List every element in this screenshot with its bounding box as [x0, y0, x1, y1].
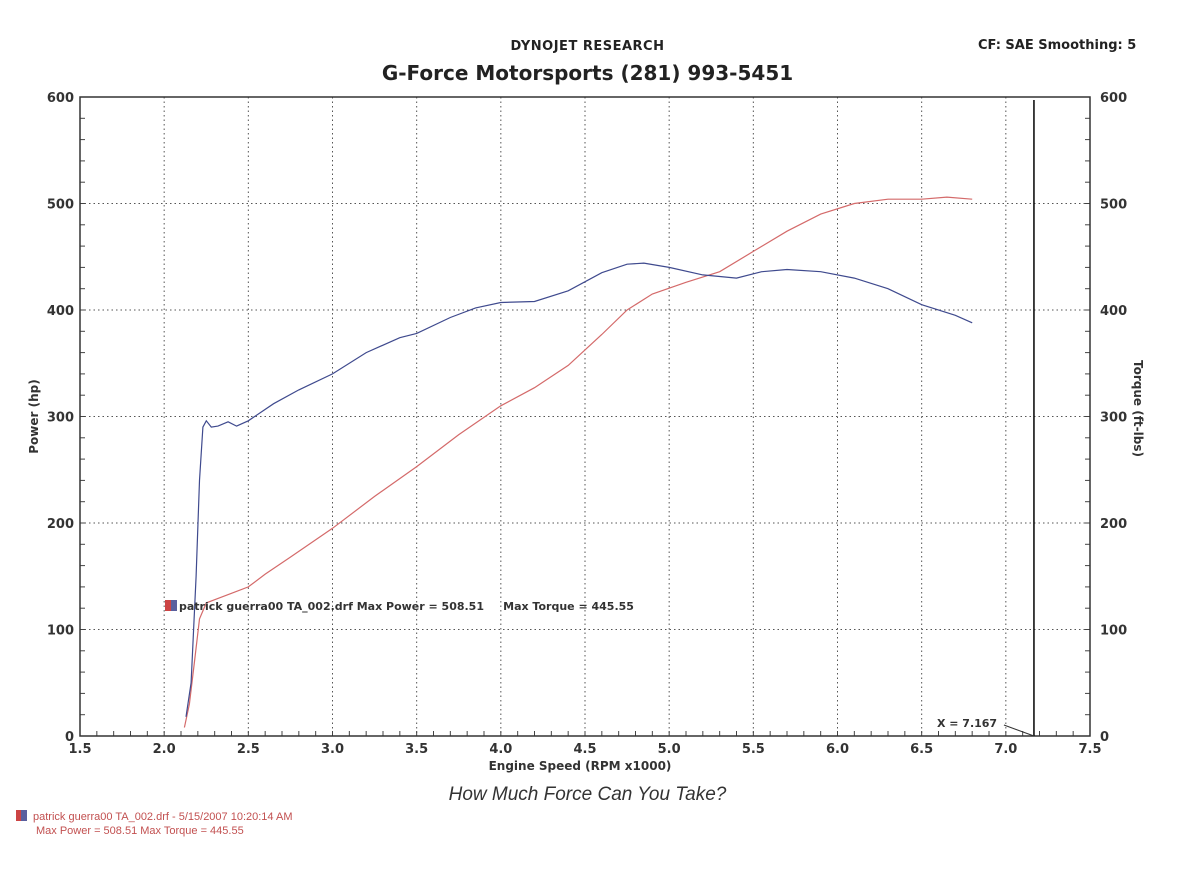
y-tick-label: 300 — [47, 411, 74, 426]
y-tick-label: 400 — [47, 304, 74, 319]
torque-curve — [186, 263, 972, 717]
y2-axis-title: Torque (ft-lbs) — [1131, 360, 1145, 457]
grid-lines — [80, 97, 1090, 736]
power-curve — [184, 197, 972, 727]
y-tick-label: 500 — [47, 198, 74, 213]
run-file-info: patrick guerra00 TA_002.drf - 5/15/2007 … — [33, 811, 292, 823]
x-tick-label: 7.5 — [1078, 742, 1101, 757]
run-info: patrick guerra00 TA_002.drf - 5/15/2007 … — [16, 810, 292, 838]
x-axis-title: Engine Speed (RPM x1000) — [489, 759, 672, 773]
x-tick-label: 3.0 — [321, 742, 344, 757]
series-layer — [184, 197, 972, 727]
x-tick-label: 4.5 — [573, 742, 596, 757]
legend-swatch-torque — [171, 600, 177, 611]
y2-tick-label: 0 — [1100, 730, 1109, 745]
cursor-label: X = 7.167 — [937, 717, 997, 730]
y2-tick-label: 400 — [1100, 304, 1127, 319]
y-tick-label: 100 — [47, 624, 74, 639]
run-swatch-icon — [16, 810, 27, 821]
y2-tick-label: 100 — [1100, 624, 1127, 639]
x-tick-label: 6.0 — [826, 742, 849, 757]
x-tick-label: 5.0 — [658, 742, 681, 757]
y2-tick-label: 600 — [1100, 91, 1127, 106]
x-tick-label: 3.5 — [405, 742, 428, 757]
y-axis-title: Power (hp) — [27, 379, 41, 453]
run-max-values: Max Power = 508.51 Max Torque = 445.55 — [16, 824, 292, 838]
y-axis-ticks: 0 100 200 300 400 500 600 — [47, 91, 74, 745]
legend-text: patrick guerra00 TA_002.drf Max Power = … — [179, 600, 634, 613]
x-axis-ticks: 1.5 2.0 2.5 3.0 3.5 4.0 4.5 5.0 5.5 6.0 6.5 7.0 7.5 — [68, 742, 1101, 757]
slogan: How Much Force Can You Take? — [0, 784, 1175, 806]
x-tick-label: 2.0 — [153, 742, 176, 757]
x-tick-label: 4.0 — [489, 742, 512, 757]
x-tick-label: 2.5 — [237, 742, 260, 757]
x-tick-label: 5.5 — [742, 742, 765, 757]
y2-tick-label: 200 — [1100, 517, 1127, 532]
y2-tick-label: 300 — [1100, 411, 1127, 426]
y-tick-label: 600 — [47, 91, 74, 106]
x-tick-label: 6.5 — [910, 742, 933, 757]
y-tick-label: 200 — [47, 517, 74, 532]
y2-axis-ticks: 0 100 200 300 400 500 600 — [1100, 91, 1127, 745]
x-tick-label: 7.0 — [994, 742, 1017, 757]
y2-tick-label: 500 — [1100, 198, 1127, 213]
cursor-pointer — [1004, 725, 1034, 736]
legend-swatch-power — [165, 600, 171, 611]
y-tick-label: 0 — [65, 730, 74, 745]
